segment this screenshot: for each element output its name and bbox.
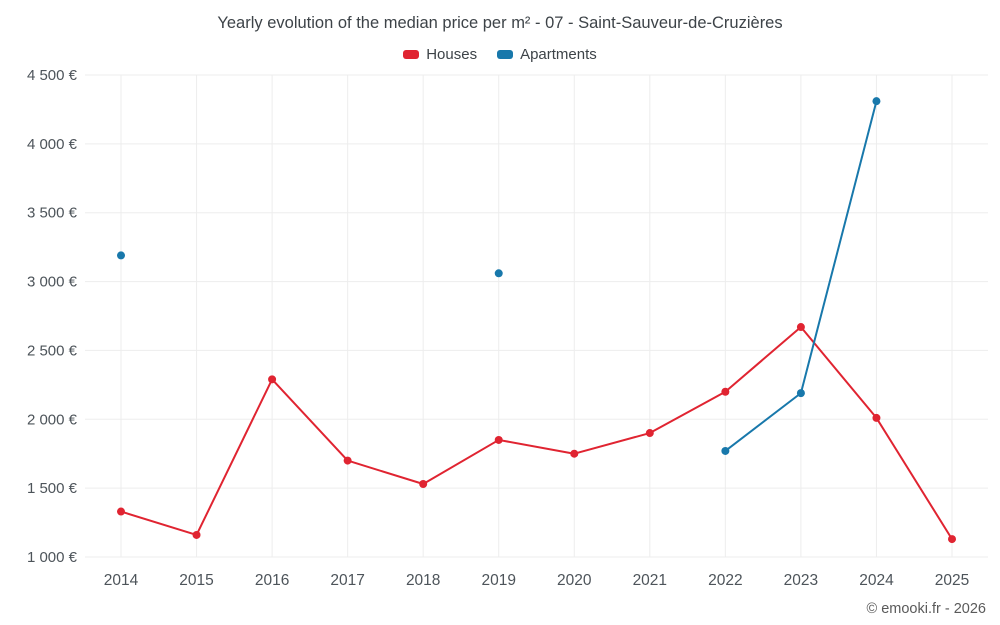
x-axis-tick-label: 2025 <box>935 572 969 589</box>
apartments-series-line <box>724 100 878 452</box>
houses-data-point[interactable] <box>192 530 201 539</box>
x-axis-tick-label: 2015 <box>179 572 213 589</box>
apartments-legend-swatch <box>497 50 514 59</box>
houses-data-point[interactable] <box>419 480 428 489</box>
apartments-data-point[interactable] <box>872 97 881 106</box>
x-axis-tick-label: 2020 <box>557 572 592 589</box>
houses-legend-swatch <box>403 50 420 59</box>
y-axis-tick-label: 2 500 € <box>27 342 78 359</box>
apartments-data-point[interactable] <box>796 389 805 398</box>
houses-data-point[interactable] <box>645 429 654 438</box>
houses-data-point[interactable] <box>872 413 881 422</box>
x-axis-tick-label: 2016 <box>255 572 289 589</box>
copyright-footer: © emooki.fr - 2026 <box>866 601 986 617</box>
y-axis-tick-label: 3 500 € <box>27 205 78 222</box>
x-axis-tick-label: 2023 <box>784 572 818 589</box>
houses-data-point[interactable] <box>796 323 805 332</box>
chart-title: Yearly evolution of the median price per… <box>217 14 783 32</box>
x-axis-tick-label: 2017 <box>330 572 364 589</box>
x-axis-tick-label: 2021 <box>633 572 667 589</box>
legend-item-apartments[interactable]: Apartments <box>497 46 597 63</box>
houses-data-point[interactable] <box>343 456 352 465</box>
y-axis-tick-label: 4 000 € <box>27 136 78 153</box>
apartments-legend-label: Apartments <box>520 46 597 63</box>
y-axis-tick-label: 2 000 € <box>27 411 78 428</box>
houses-data-point[interactable] <box>494 435 503 444</box>
x-axis-tick-label: 2022 <box>708 572 742 589</box>
x-axis-tick-label: 2018 <box>406 572 440 589</box>
legend-item-houses[interactable]: Houses <box>403 46 477 63</box>
y-axis-tick-label: 1 000 € <box>27 549 78 566</box>
apartments-data-point[interactable] <box>721 446 730 455</box>
chart-legend: Houses Apartments <box>0 46 1000 63</box>
apartments-data-point[interactable] <box>117 251 125 260</box>
houses-data-point[interactable] <box>268 375 277 384</box>
houses-series-line <box>120 326 953 541</box>
x-axis-tick-label: 2024 <box>859 572 894 589</box>
x-axis-tick-label: 2019 <box>481 572 515 589</box>
y-axis-tick-label: 1 500 € <box>27 480 78 497</box>
houses-data-point[interactable] <box>721 387 730 396</box>
y-axis-tick-label: 3 000 € <box>27 274 78 291</box>
houses-data-point[interactable] <box>570 449 579 458</box>
houses-legend-label: Houses <box>426 46 478 63</box>
x-axis-tick-label: 2014 <box>104 572 139 589</box>
apartments-data-point[interactable] <box>494 269 503 278</box>
houses-data-point[interactable] <box>948 535 956 544</box>
houses-data-point[interactable] <box>117 507 125 516</box>
y-axis-tick-label: 4 500 € <box>27 67 78 84</box>
